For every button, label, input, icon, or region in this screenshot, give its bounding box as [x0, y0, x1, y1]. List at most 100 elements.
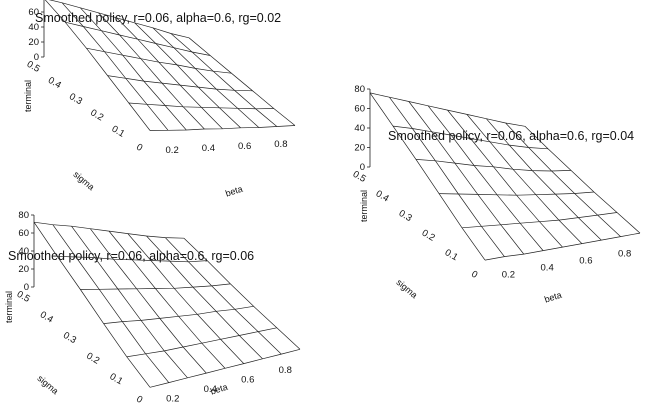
beta-tick-label: 0.4 [202, 143, 215, 154]
tick-labels: 0 20 40 60 80 0 0.1 0.2 0.3 0.4 0.5 0.2 0.4 0.6 0.8 [15, 210, 292, 406]
mesh-line-beta-0.7 [152, 27, 260, 128]
x-axis-label: beta [543, 290, 563, 305]
z-tick-label: 80 [28, 0, 39, 3]
sigma-tick-label: 0.2 [420, 228, 437, 244]
mesh-line-beta-0.7 [486, 118, 602, 241]
sigma-tick-label: 0.1 [110, 124, 127, 140]
beta-tick-label: 0.8 [618, 249, 631, 260]
mesh-line-beta-0.7 [146, 235, 263, 360]
beta-tick-label: 0.2 [166, 393, 179, 404]
beta-tick-label: 0.4 [541, 263, 554, 274]
z-axis-label: terminal [359, 190, 369, 222]
sigma-tick-label: 0.5 [25, 59, 42, 75]
surface-mesh [33, 221, 301, 388]
z-axis-label: terminal [4, 291, 14, 323]
mesh-line-sigma-0.5 [369, 92, 526, 127]
axes [367, 88, 371, 168]
tick-labels: 0 20 40 60 80 0 0.1 0.2 0.3 0.4 0.5 0.2 0.4 0.6 0.8 [351, 84, 631, 281]
mesh-line-beta-0.5 [108, 230, 226, 369]
mesh-line-beta-0.9 [188, 37, 296, 126]
mesh-line-beta-0.6 [466, 114, 583, 244]
x-axis-label: beta [224, 184, 244, 199]
sigma-tick-label: 0.2 [88, 107, 105, 123]
beta-tick-label: 0.8 [279, 365, 292, 376]
mesh-line-sigma-0.1 [461, 212, 618, 229]
mesh-line-beta-0.4 [90, 228, 207, 374]
mesh-line-beta-0.6 [127, 233, 245, 364]
z-tick-label: 40 [18, 246, 29, 257]
mesh-line-beta-0.4 [98, 12, 205, 130]
mesh-line-beta-0.2 [52, 224, 170, 383]
mesh-line-beta-0.3 [71, 225, 188, 379]
mesh-line-sigma-0.3 [86, 47, 232, 74]
mesh-line-sigma-0.2 [103, 305, 254, 324]
z-tick-label: 20 [28, 37, 39, 48]
mesh-line-beta-0.1 [369, 92, 486, 261]
mesh-line-beta-0.3 [408, 101, 525, 255]
axes [41, 0, 45, 58]
sigma-tick-label: 0.4 [374, 188, 391, 204]
z-tick-label: 40 [28, 22, 39, 33]
mesh-line-beta-0.1 [44, 0, 151, 131]
mesh-line-beta-0.5 [447, 109, 563, 248]
z-tick-label: 80 [18, 210, 29, 221]
surface-chart-rg-0.04: Smoothed policy, r=0.06, alpha=0.6, rg=0… [351, 84, 641, 305]
sigma-tick-label: 0.1 [108, 371, 125, 387]
surface-mesh [369, 92, 641, 261]
z-tick-label: 60 [28, 7, 39, 18]
y-axis-label: sigma [395, 277, 420, 300]
sigma-tick-label: 0.2 [84, 351, 101, 367]
beta-tick-label: 0.6 [238, 141, 251, 152]
sigma-tick-label: 0 [134, 394, 144, 406]
z-axis-label: terminal [23, 80, 33, 112]
sigma-tick-label: 0.1 [443, 247, 460, 263]
mesh-line-beta-0.1 [33, 222, 151, 388]
sigma-tick-label: 0.4 [46, 75, 63, 91]
mesh-line-beta-0.4 [427, 105, 544, 251]
beta-tick-label: 0.6 [579, 256, 592, 267]
sigma-tick-label: 0.3 [61, 330, 78, 346]
mesh-line-beta-0.9 [183, 237, 301, 350]
chart-title: Smoothed policy, r=0.06, alpha=0.6, rg=0… [35, 11, 281, 25]
mesh-line-beta-0.5 [116, 17, 223, 130]
sigma-tick-label: 0.3 [67, 91, 84, 107]
y-axis-label: sigma [36, 373, 61, 396]
beta-tick-label: 0.8 [274, 139, 287, 150]
sigma-tick-label: 0 [469, 269, 479, 281]
mesh-line-beta-0.8 [505, 122, 621, 237]
sigma-tick-label: 0 [134, 142, 144, 154]
chart-title: Smoothed policy, r=0.06, alpha=0.6, rg=0… [8, 249, 254, 263]
mesh-line-beta-0.6 [134, 22, 241, 129]
mesh-line-sigma-0 [149, 125, 296, 131]
surface-mesh [44, 0, 296, 131]
mesh-line-beta-0.2 [389, 96, 505, 257]
beta-tick-label: 0.2 [502, 270, 515, 281]
beta-tick-label: 0.4 [204, 384, 217, 395]
z-tick-label: 20 [18, 264, 29, 275]
sigma-tick-label: 0.3 [397, 208, 414, 224]
surface-chart-rg-0.06: Smoothed policy, r=0.06, alpha=0.6, rg=0… [4, 210, 301, 406]
z-tick-label: 60 [354, 104, 365, 115]
mesh-line-beta-0.9 [524, 126, 641, 234]
axes [31, 214, 35, 288]
sigma-tick-label: 0.4 [38, 309, 55, 325]
sigma-tick-label: 0.5 [15, 289, 32, 305]
z-tick-label: 20 [354, 143, 365, 154]
z-tick-label: 40 [354, 123, 365, 134]
mesh-line-sigma-0.3 [415, 159, 572, 172]
mesh-line-beta-0.8 [165, 237, 282, 355]
z-tick-label: 0 [360, 162, 365, 173]
mesh-line-beta-0.2 [61, 2, 169, 131]
z-tick-label: 0 [24, 282, 29, 293]
mesh-line-beta-0.8 [170, 33, 278, 127]
mesh-line-sigma-0.1 [126, 327, 277, 358]
y-axis-label: sigma [72, 169, 97, 192]
beta-tick-label: 0.6 [241, 374, 254, 385]
surface-chart-rg-0.02: Smoothed policy, r=0.06, alpha=0.6, rg=0… [23, 0, 296, 199]
beta-tick-label: 0.2 [166, 145, 179, 156]
chart-title: Smoothed policy, r=0.06, alpha=0.6, rg=0… [388, 129, 634, 143]
z-tick-label: 0 [34, 52, 39, 63]
z-tick-label: 80 [354, 84, 365, 95]
z-tick-label: 60 [18, 228, 29, 239]
